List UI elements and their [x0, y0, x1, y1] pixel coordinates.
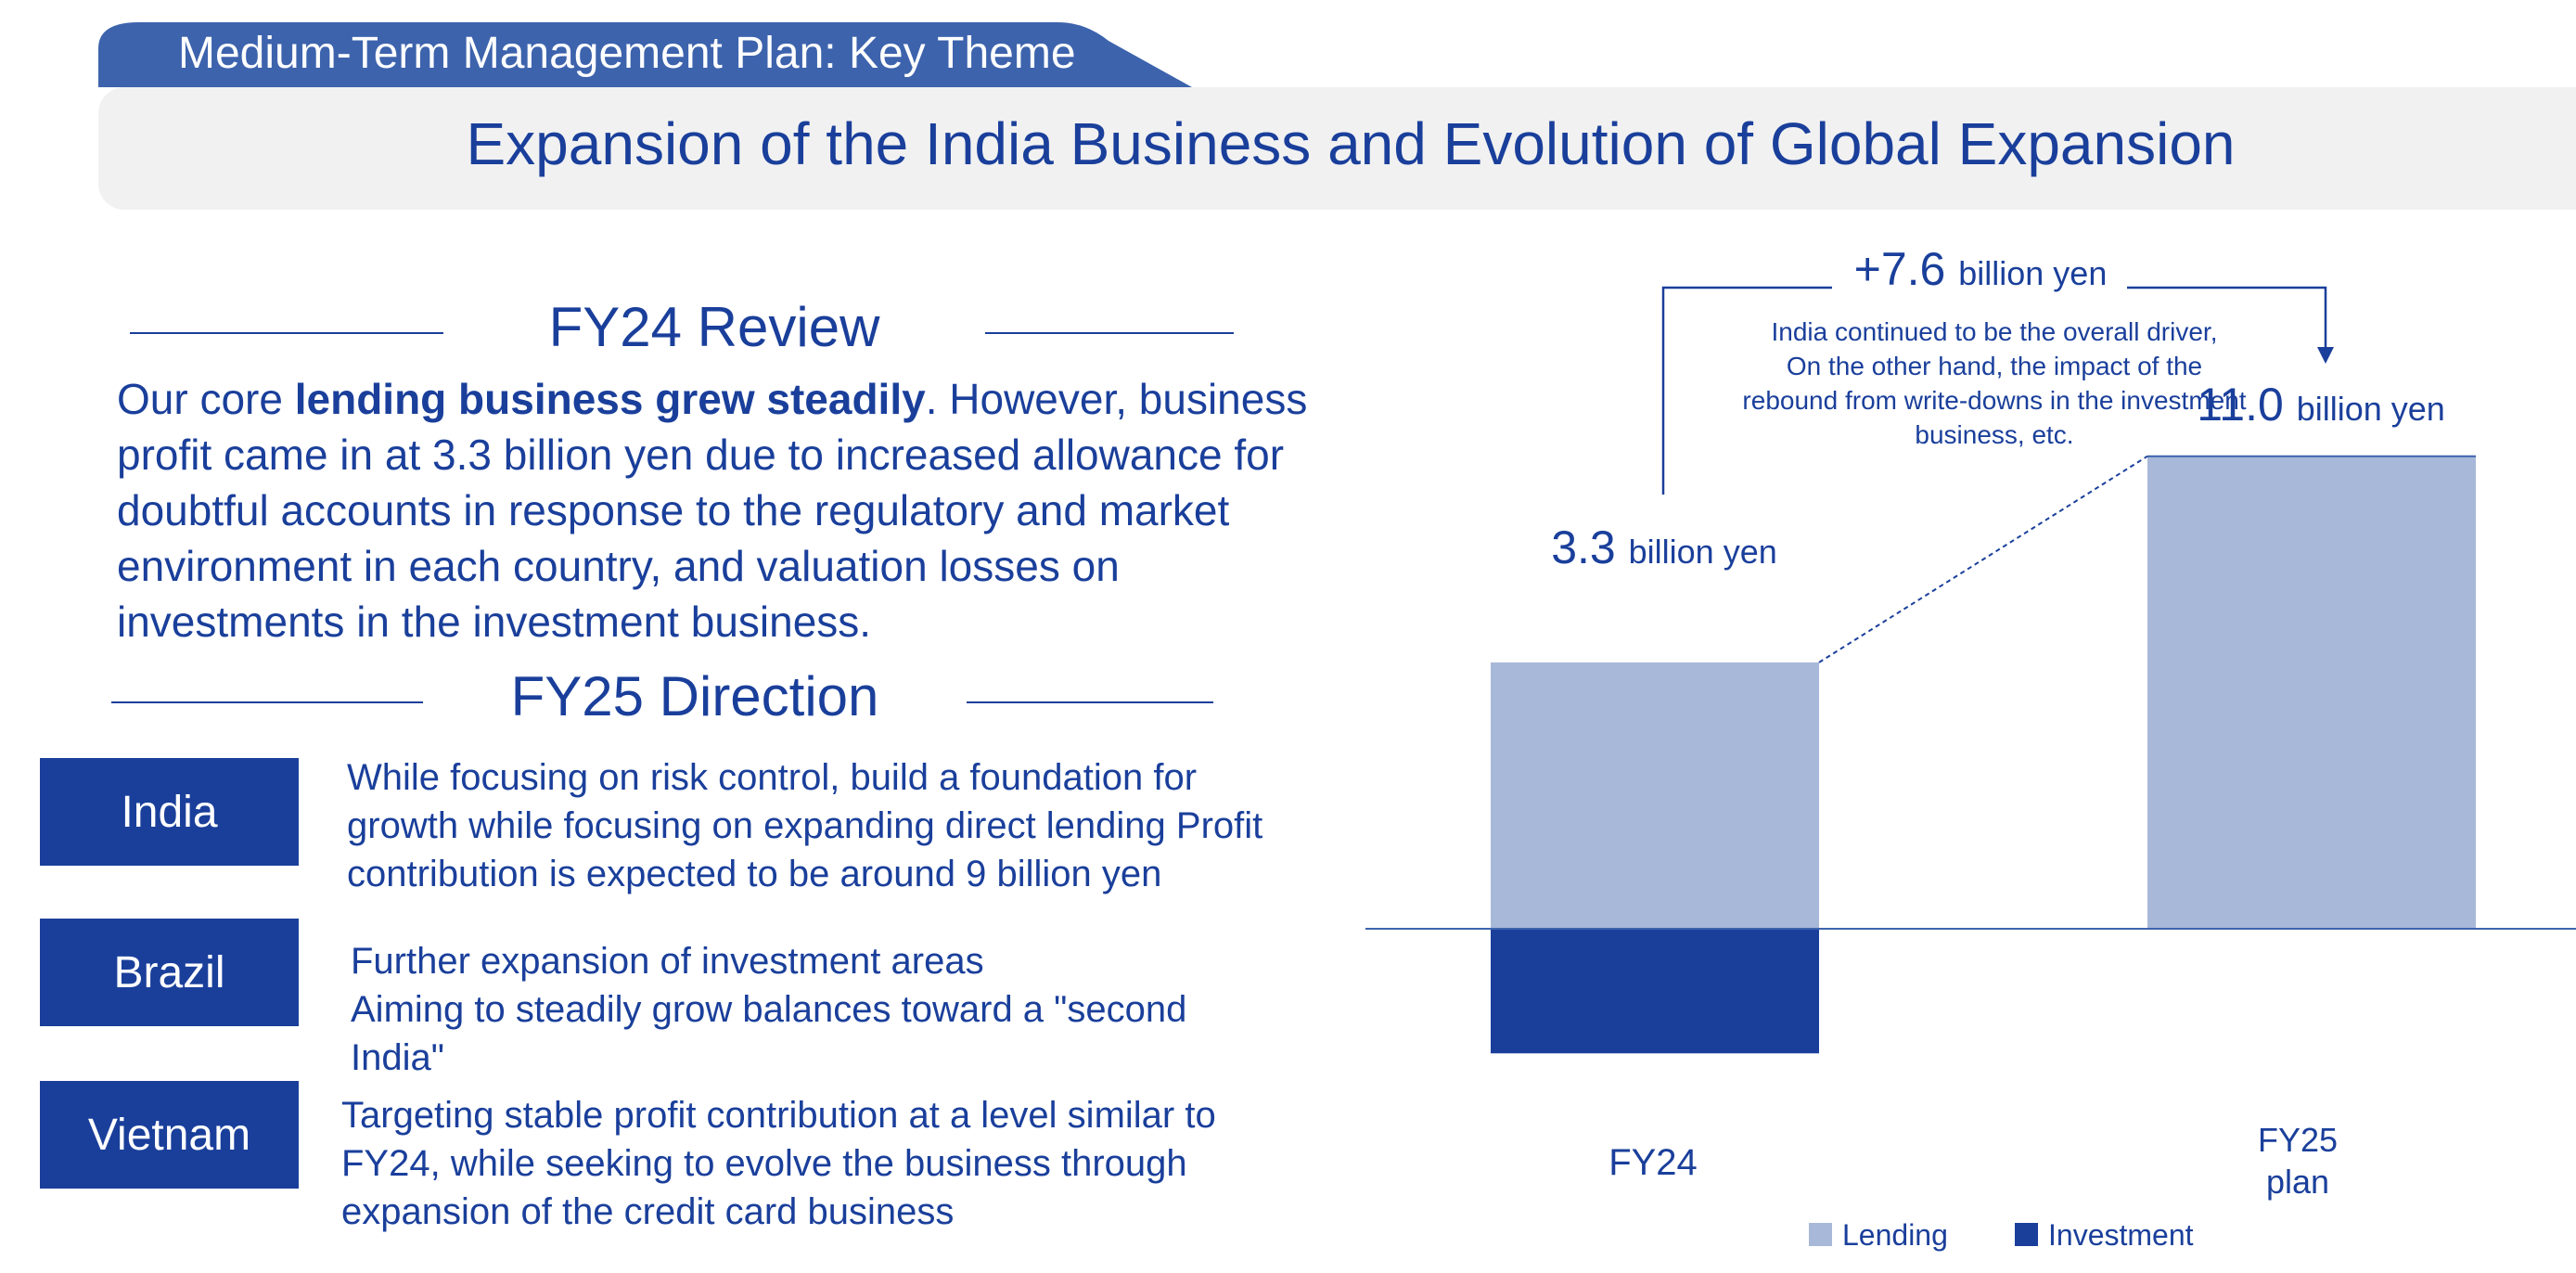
- page-title: Expansion of the India Business and Evol…: [466, 110, 2236, 177]
- country-text-line: expansion of the credit card business: [341, 1191, 955, 1232]
- legend-label-investment: Investment: [2048, 1218, 2194, 1252]
- country-text-line: Further expansion of investment areas: [351, 941, 984, 982]
- review-text: Our core lending business grew steadily.…: [117, 371, 1351, 649]
- country-text-india: While focusing on risk control, build a …: [347, 753, 1349, 898]
- country-text-line: India": [351, 1037, 444, 1078]
- category-label-fy25: FY25 plan: [2258, 1121, 2338, 1201]
- country-box-india: India: [40, 758, 299, 866]
- annotation-text: India continued to be the overall driver…: [1742, 317, 2246, 449]
- legend-label-lending: Lending: [1842, 1218, 1948, 1252]
- direction-heading-rule-left: [111, 701, 423, 703]
- legend-swatch-lending: [1809, 1223, 1832, 1246]
- difference-label: +7.6 billion yen: [1854, 243, 2108, 295]
- profit-bridge-chart: 3.3 billion yen 11.0 billion yen +7.6 bill…: [1365, 243, 2576, 1252]
- connector-dashed-line: [1818, 455, 2148, 663]
- country-text-line: FY24, while seeking to evolve the busine…: [341, 1143, 1187, 1184]
- country-text-line: Aiming to steadily grow balances toward …: [351, 989, 1187, 1030]
- bar-lending-2: [2147, 456, 2476, 929]
- country-box-brazil: Brazil: [40, 919, 299, 1026]
- total-label-fy24: 3.3 billion yen: [1551, 521, 1777, 573]
- bar-investment-1: [1491, 929, 1819, 1054]
- direction-heading-rule-right: [967, 701, 1213, 703]
- country-text-line: growth while focusing on expanding direc…: [347, 805, 1263, 846]
- country-text-line: Targeting stable profit contribution at …: [341, 1095, 1216, 1136]
- bar-lending-1: [1491, 662, 1819, 929]
- review-text-emphasis: lending business grew steadily: [294, 375, 926, 423]
- review-heading: FY24 Review: [548, 296, 880, 358]
- review-text-end: . However, business profit came in at 3.…: [117, 375, 1308, 646]
- country-text-line: While focusing on risk control, build a …: [347, 757, 1198, 798]
- direction-heading: FY25 Direction: [510, 665, 879, 727]
- country-text-brazil: Further expansion of investment areas Ai…: [351, 937, 1352, 1082]
- review-heading-rule-left: [130, 332, 443, 334]
- category-label-fy24: FY24: [1608, 1142, 1698, 1183]
- difference-bracket-left: [1661, 286, 1832, 495]
- country-box-vietnam: Vietnam: [40, 1081, 299, 1189]
- header-band: [98, 87, 2576, 210]
- difference-arrowhead: [2317, 347, 2334, 364]
- difference-bracket-right: [2127, 286, 2327, 351]
- country-text-vietnam: Targeting stable profit contribution at …: [341, 1091, 1343, 1236]
- total-label-fy25: 11.0 billion yen: [2197, 379, 2445, 431]
- header-tab-label: Medium-Term Management Plan: Key Theme: [178, 29, 1076, 78]
- header-tab-shape: [98, 22, 1192, 87]
- legend-swatch-investment: [2015, 1223, 2038, 1246]
- review-heading-rule-right: [985, 332, 1234, 334]
- review-text-start: Our core: [117, 375, 295, 423]
- country-text-line: contribution is expected to be around 9 …: [347, 854, 1162, 894]
